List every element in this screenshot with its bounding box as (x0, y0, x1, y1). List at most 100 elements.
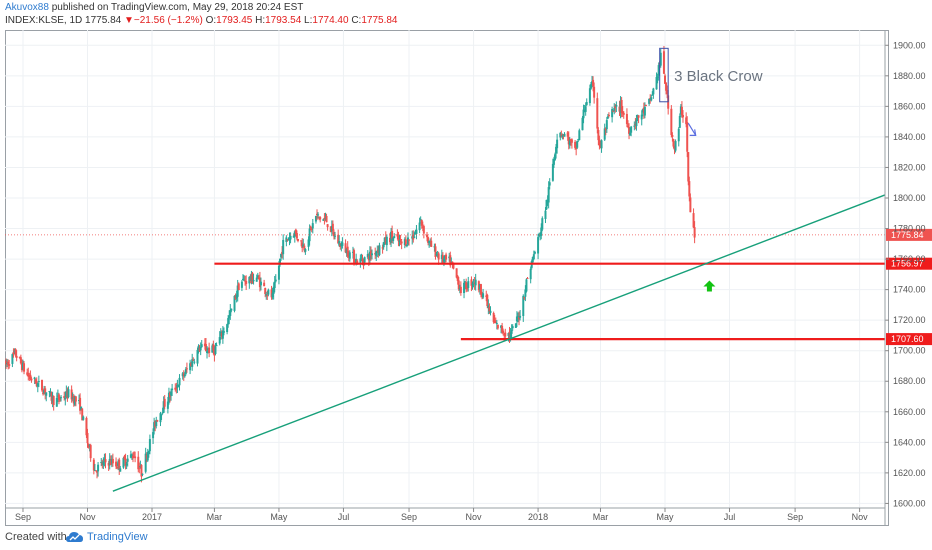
candle-body (66, 390, 69, 399)
candle-body (448, 256, 451, 259)
up-arrow-icon (703, 280, 716, 292)
candle-body (429, 240, 432, 243)
candle-body (311, 223, 314, 229)
candle-body (522, 295, 525, 316)
candle-body (678, 116, 681, 128)
y-tick-label: 1740.00 (893, 285, 926, 295)
candle-body (523, 297, 526, 299)
candle-body (257, 277, 260, 280)
candle-body (403, 239, 406, 245)
open-value: 1793.45 (216, 15, 253, 26)
candle-body (382, 242, 385, 248)
candle-body (12, 352, 15, 355)
candle-body (140, 464, 143, 477)
candle-body (508, 331, 511, 338)
candle-body (325, 215, 328, 223)
candle-body (206, 351, 209, 354)
candle-body (642, 107, 645, 114)
candle-body (384, 237, 387, 244)
candle-body (529, 268, 532, 280)
y-tick-label: 1600.00 (893, 498, 926, 508)
candle-body (559, 132, 562, 138)
candle-body (79, 397, 82, 411)
candle-body (243, 279, 246, 281)
candle-body (481, 294, 484, 297)
candle-body (117, 461, 120, 466)
candle-body (294, 229, 297, 235)
chart-area[interactable]: 1775.84 1756.97 1707.60 3 Black Crow 1600.0… (4, 30, 932, 526)
candle-body (162, 401, 165, 413)
candle-body (613, 108, 616, 112)
candle-body (33, 377, 36, 380)
open-label: O: (205, 15, 217, 26)
author-link[interactable]: Akuvox88 (5, 2, 49, 13)
candle-body (45, 392, 48, 396)
candle-body (570, 139, 573, 143)
candle-body (307, 239, 310, 247)
candle-body (568, 140, 571, 146)
candle-body (356, 260, 359, 265)
low-value: 1774.40 (312, 15, 349, 26)
candle-body (18, 356, 21, 358)
candle-body (533, 251, 536, 254)
candle-body (540, 227, 543, 236)
candle-body (525, 279, 528, 292)
candle-body (430, 240, 433, 247)
candle-body (556, 139, 559, 149)
candle-body (123, 455, 126, 460)
candle-body (393, 236, 396, 239)
candle-body (124, 458, 127, 466)
candle-body (226, 324, 229, 333)
candle-body (486, 294, 489, 307)
candle-body (495, 323, 498, 325)
support-level-label: 1756.97 (891, 259, 924, 269)
candle-body (240, 281, 243, 288)
candle-body (500, 325, 503, 328)
candle-body (368, 251, 371, 260)
candle-body (514, 323, 517, 328)
symbol-label[interactable]: INDEX:KLSE, 1D (5, 15, 83, 26)
candle-body (692, 213, 695, 228)
candle-body (326, 224, 329, 228)
candle-body (178, 377, 181, 386)
candle-body (131, 456, 134, 459)
candle-body (35, 381, 38, 387)
tradingview-brand[interactable]: TradingView (87, 531, 148, 543)
candle-body (659, 52, 662, 66)
candle-body (44, 388, 47, 394)
price-chart[interactable]: 1775.84 1756.97 1707.60 3 Black Crow 1600.0… (4, 30, 932, 526)
x-tick-label: 2018 (528, 512, 548, 522)
candle-body (347, 256, 350, 258)
candle-body (5, 360, 8, 365)
candle-body (281, 251, 284, 255)
candle-body (267, 289, 270, 295)
candle-body (14, 349, 17, 356)
candle-body (93, 470, 96, 472)
candle-body (600, 140, 603, 149)
candle-body (539, 234, 542, 236)
candle-body (633, 125, 636, 127)
candle-body (249, 278, 252, 281)
candle-body (94, 470, 97, 472)
candle-body (445, 254, 448, 260)
candle-body (92, 459, 95, 471)
candle-body (679, 106, 682, 115)
candle-body (139, 465, 142, 468)
candle-body (452, 262, 455, 269)
candle-body (183, 374, 186, 377)
candle-body (252, 280, 255, 282)
candle-body (310, 228, 313, 230)
candle-body (296, 238, 299, 241)
candle-body (489, 310, 492, 313)
candle-body (477, 281, 480, 291)
candle-body (532, 254, 535, 260)
x-tick-label: May (656, 512, 674, 522)
candle-body (625, 113, 628, 125)
candle-body (487, 305, 490, 309)
y-tick-label: 1680.00 (893, 376, 926, 386)
candle-body (289, 235, 292, 240)
candle-body (185, 368, 188, 370)
candle-body (362, 259, 365, 265)
candle-body (154, 420, 157, 427)
candle-body (560, 134, 563, 136)
